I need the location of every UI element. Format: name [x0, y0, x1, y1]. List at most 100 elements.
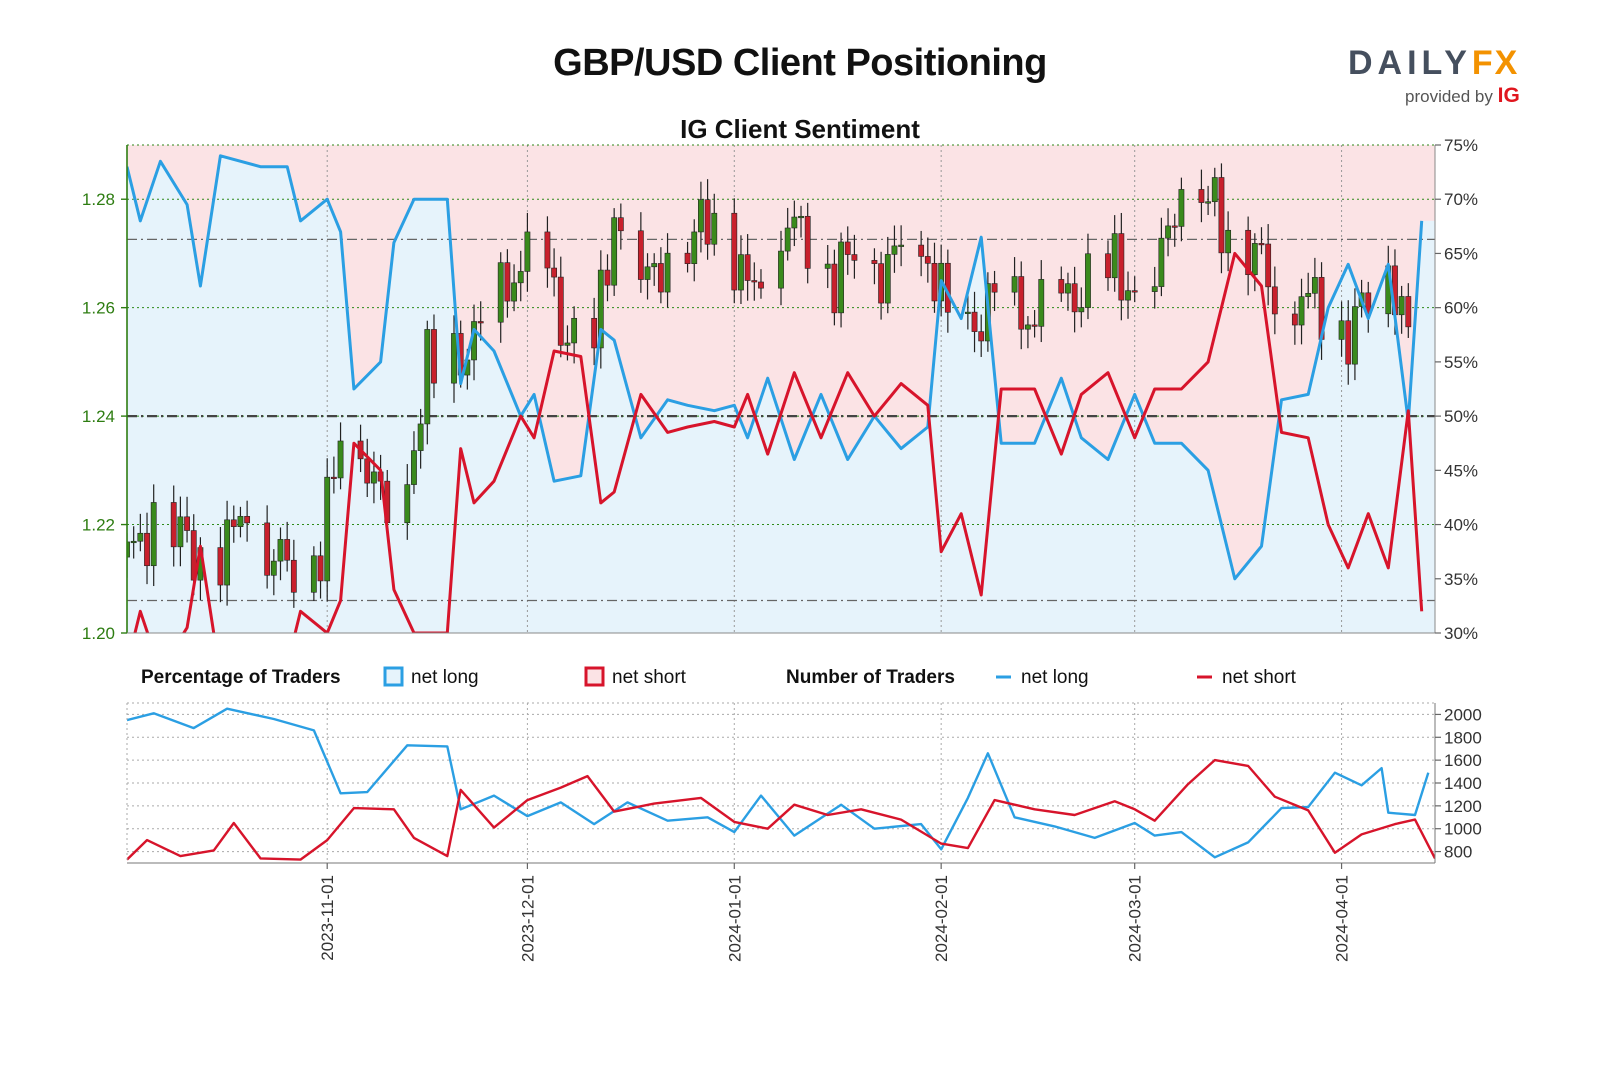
candle	[651, 253, 658, 286]
candle	[831, 249, 838, 326]
logo-provided-text: provided by	[1405, 87, 1493, 106]
candle	[1171, 213, 1178, 247]
candle	[270, 549, 277, 596]
candle	[224, 500, 231, 606]
legend-num-short-label: net short	[1222, 667, 1297, 688]
net-short-pct-line	[133, 251, 1424, 633]
candle	[1011, 257, 1018, 306]
pct-tick-label: 45%	[1444, 461, 1478, 480]
candle	[918, 230, 925, 277]
price-tick-label: 1.22	[82, 516, 115, 535]
candle	[1365, 281, 1372, 333]
candle	[451, 315, 457, 403]
candle	[1038, 260, 1045, 343]
pct-tick-label: 30%	[1444, 624, 1478, 643]
candle	[738, 235, 744, 304]
candle	[264, 505, 271, 589]
candle	[871, 248, 878, 285]
candle	[137, 513, 144, 552]
candle	[544, 216, 551, 288]
legend-pct-long-swatch	[383, 666, 404, 687]
candle	[1085, 233, 1091, 320]
candle	[1205, 185, 1212, 215]
pct-tick-label: 70%	[1444, 190, 1478, 209]
candle	[1018, 261, 1025, 350]
candle	[1258, 227, 1265, 255]
candle	[511, 264, 517, 312]
date-tick-label: 2024-04-01	[1333, 875, 1352, 962]
candle	[330, 456, 337, 494]
candle	[878, 251, 885, 320]
chart-title: GBP/USD Client Positioning	[553, 42, 1047, 84]
candle	[431, 314, 437, 399]
candle	[884, 236, 891, 314]
logo-wordmark: DAILYFX	[1348, 46, 1558, 80]
count-tick-label: 1000	[1444, 820, 1482, 839]
candle	[964, 292, 971, 330]
candle	[924, 237, 931, 283]
candle	[1031, 310, 1038, 338]
date-tick-label: 2024-01-01	[725, 875, 744, 962]
candle	[150, 484, 157, 587]
legend-pct-long-label: net long	[411, 667, 479, 688]
candle	[1251, 233, 1258, 292]
legend: Percentage of Traders net long net short…	[141, 666, 1297, 688]
candle	[497, 252, 504, 343]
candle	[1111, 215, 1118, 292]
legend-pct-short-label: net short	[612, 667, 687, 688]
legend-number-heading: Number of Traders	[786, 667, 955, 688]
date-tick-label: 2023-11-01	[318, 875, 337, 961]
candle	[891, 225, 898, 273]
candle	[1078, 287, 1085, 328]
pct-tick-label: 50%	[1444, 407, 1478, 426]
net-long-count-line	[127, 707, 1430, 859]
candle	[804, 202, 811, 284]
candle	[477, 301, 484, 341]
count-tick-label: 1600	[1444, 751, 1482, 770]
candle	[1151, 266, 1158, 309]
candle	[611, 208, 618, 296]
candle	[657, 247, 664, 304]
candle	[290, 539, 297, 608]
net-long-area	[127, 155, 1435, 633]
price-tick-label: 1.24	[82, 407, 115, 426]
candle	[991, 270, 998, 312]
candle	[604, 254, 611, 302]
count-tick-label: 2000	[1444, 705, 1482, 724]
candle	[217, 526, 224, 603]
candle	[1225, 211, 1232, 272]
price-sentiment-panel: 1.20 1.22 1.24 1.26 1.28 30% 35% 40% 45% 50% 55% 60…	[82, 136, 1478, 643]
candle	[898, 225, 905, 267]
candle	[617, 203, 624, 250]
candle	[798, 205, 804, 238]
candle	[524, 212, 531, 292]
candle	[637, 212, 644, 293]
candle	[1158, 217, 1165, 297]
candle	[1311, 257, 1318, 309]
candle	[1125, 271, 1131, 319]
candle	[1198, 169, 1205, 223]
candle	[177, 496, 184, 567]
legend-num-long-label: net long	[1021, 667, 1089, 688]
candle	[1165, 208, 1171, 257]
candle	[758, 269, 764, 299]
candle	[1298, 278, 1305, 345]
candle	[1118, 212, 1125, 321]
pct-tick-label: 40%	[1444, 516, 1478, 535]
candle	[791, 200, 798, 247]
candle	[731, 198, 738, 304]
candle	[1338, 301, 1345, 357]
candle	[978, 314, 985, 357]
trader-count-panel: 800 1000 1200 1400 1600 1800 2000 2023-11-01 202…	[126, 702, 1482, 962]
candle	[778, 230, 784, 306]
candle	[751, 262, 758, 301]
candle	[244, 500, 251, 542]
candle	[824, 244, 831, 289]
candle	[284, 521, 291, 572]
candle	[170, 485, 177, 567]
candle	[130, 526, 137, 559]
candle	[1265, 224, 1272, 306]
candle	[1131, 276, 1138, 303]
candle	[504, 249, 511, 318]
